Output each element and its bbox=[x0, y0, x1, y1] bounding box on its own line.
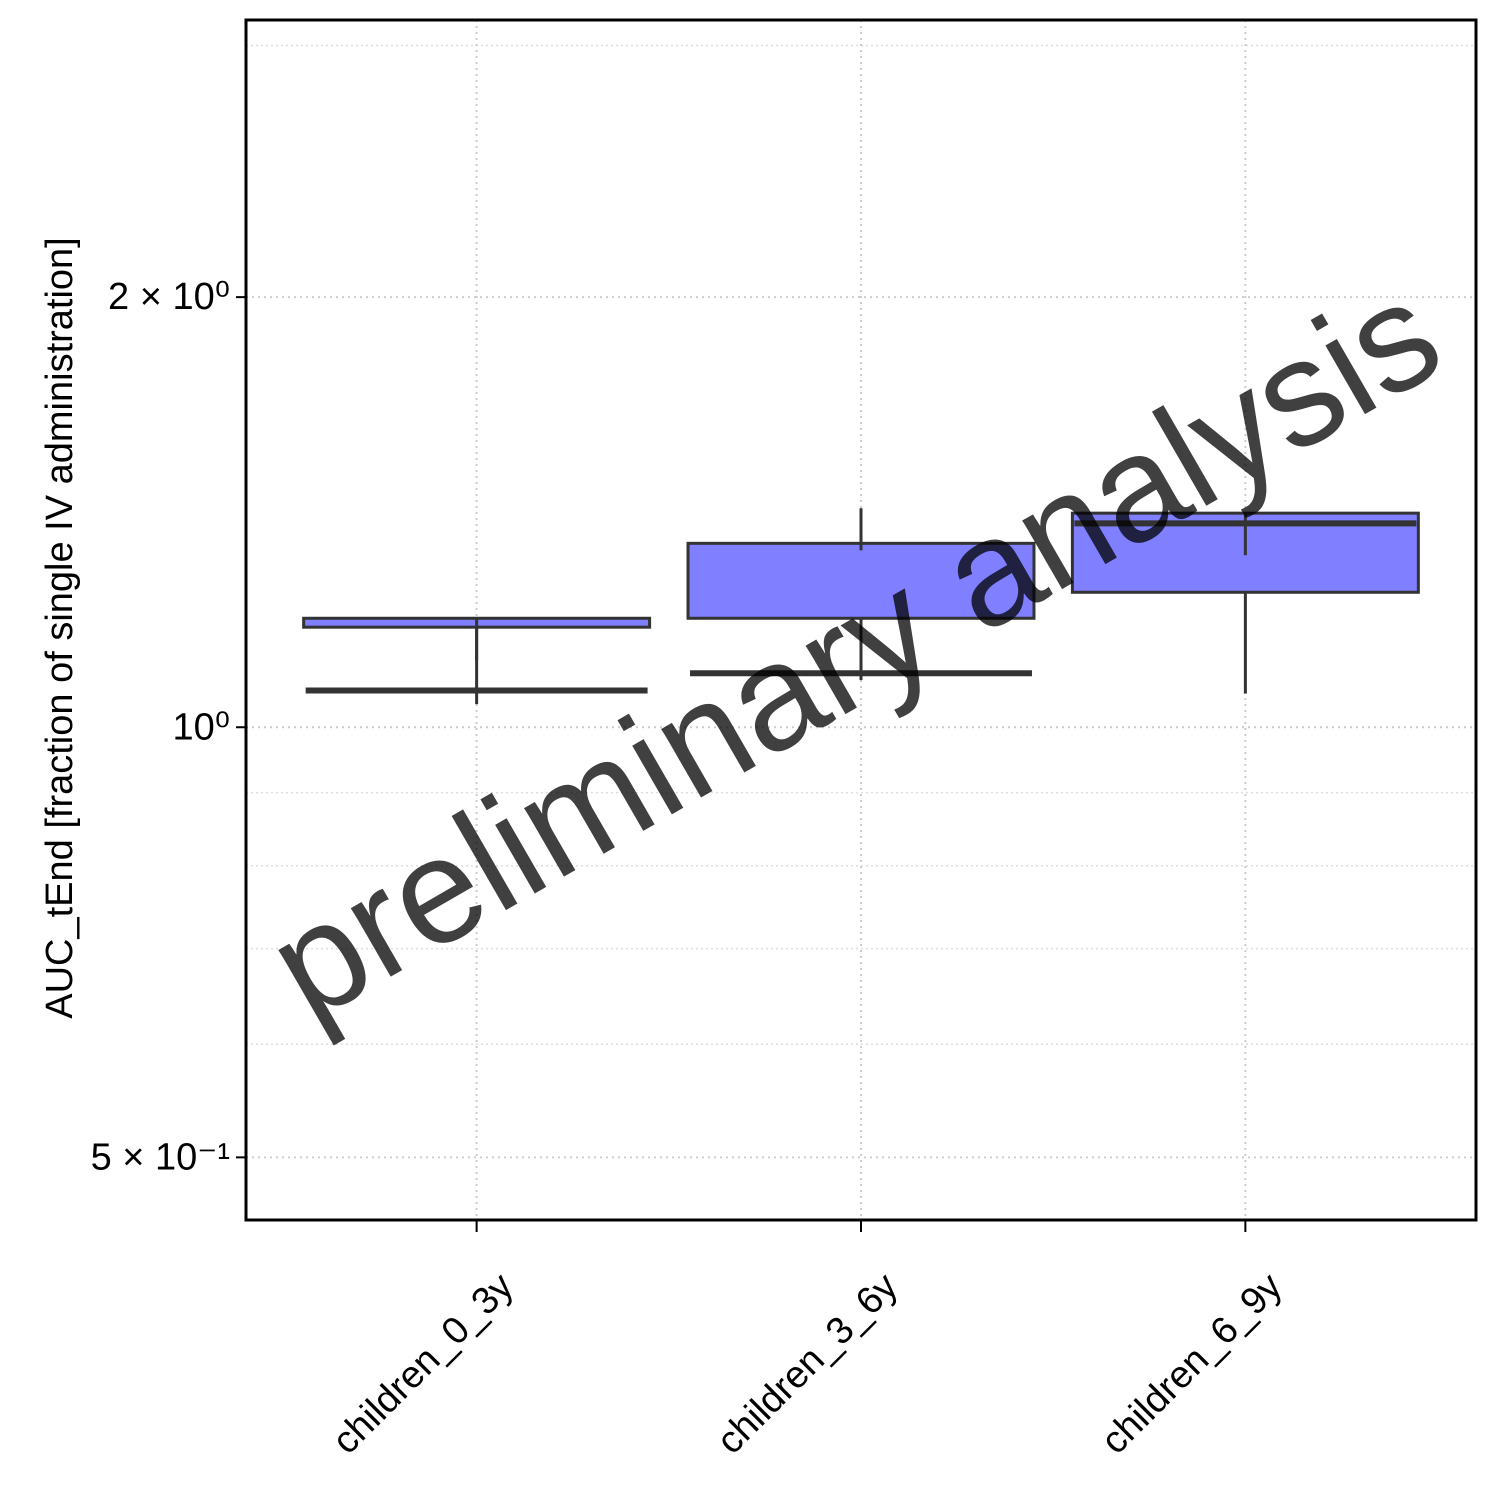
plot-frame bbox=[244, 18, 1478, 1222]
box bbox=[686, 541, 1036, 620]
y-tick-label: 2 × 10⁰ bbox=[108, 276, 230, 318]
y-tick-label: 5 × 10⁻¹ bbox=[91, 1136, 230, 1178]
y-tick-label: 10⁰ bbox=[172, 706, 230, 748]
y-axis-label: AUC_tEnd [fraction of single IV administ… bbox=[39, 237, 81, 1019]
